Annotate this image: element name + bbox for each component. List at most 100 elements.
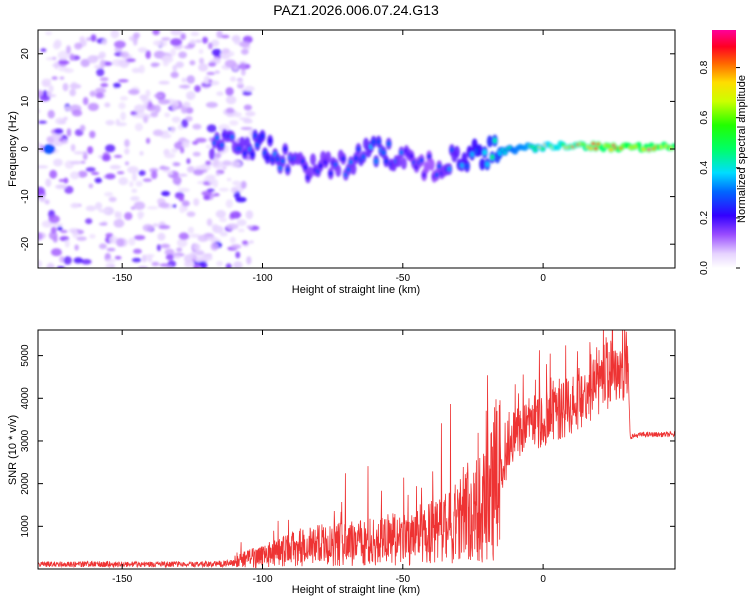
spectrogram-noise-blob bbox=[133, 104, 146, 114]
spectrogram-noise-blob bbox=[105, 144, 116, 153]
spectrogram-noise-blob bbox=[229, 120, 239, 126]
spectrogram-noise-blob bbox=[101, 154, 111, 162]
spectrogram-ridge-core bbox=[374, 158, 379, 165]
spectrogram-noise-blob bbox=[202, 36, 208, 44]
spectrogram-noise-blob bbox=[89, 90, 96, 97]
spectrogram-noise-blob bbox=[167, 170, 174, 175]
spectrogram-noise-blob bbox=[127, 166, 139, 174]
spectrogram-noise-blob bbox=[200, 254, 213, 261]
spectrogram-noise-blob bbox=[178, 51, 188, 59]
spectrogram-noise-blob bbox=[105, 173, 116, 180]
spectrogram-noise-blob bbox=[207, 42, 213, 50]
spectrogram-ridge-halo bbox=[428, 158, 435, 171]
colorbar-tick-label: 0.2 bbox=[699, 211, 710, 225]
spectrogram-noise-blob bbox=[232, 180, 242, 186]
spectrogram-noise-blob bbox=[63, 116, 68, 121]
spectrogram-noise-blob bbox=[165, 254, 175, 261]
spectrogram-noise-blob bbox=[49, 169, 58, 179]
spectrogram-noise-blob bbox=[105, 263, 116, 268]
spectrogram-noise-blob bbox=[225, 199, 233, 209]
spectrogram-edge-blob bbox=[43, 144, 56, 154]
spectrogram-ridge-core bbox=[485, 161, 490, 168]
spectrogram-noise-blob bbox=[215, 172, 221, 176]
spectrogram-noise-blob bbox=[114, 211, 120, 219]
spectrogram-noise-blob bbox=[85, 205, 96, 212]
spectrogram-ridge-halo bbox=[635, 141, 642, 148]
spectrogram-noise-blob bbox=[237, 228, 245, 233]
spectrogram-noise-blob bbox=[187, 226, 195, 234]
spectrogram-ridge-core bbox=[318, 163, 323, 169]
snr-panel: -150 -100 -50 0 1000 2000 3000 4000 5000 Height… bbox=[7, 329, 676, 596]
spectrogram-noise-blob bbox=[70, 82, 79, 90]
spectrogram-noise-blob bbox=[52, 222, 64, 227]
spectrogram-noise-blob bbox=[131, 257, 142, 263]
spectrogram-noise-blob bbox=[198, 57, 205, 65]
spectrogram-noise-blob bbox=[95, 87, 107, 94]
spectrogram-noise-blob bbox=[55, 184, 68, 190]
spectrogram-noise-blob bbox=[64, 185, 74, 194]
spectrogram-noise-blob bbox=[245, 210, 254, 220]
spectrogram-ridge-core bbox=[252, 132, 257, 139]
spectrogram-noise-blob bbox=[192, 123, 202, 130]
spectrogram-noise-blob bbox=[229, 211, 242, 219]
spectrogram-noise-blob bbox=[40, 48, 47, 53]
spectrogram-noise-blob bbox=[231, 35, 241, 43]
spectrogram-ridge-core bbox=[242, 150, 247, 157]
spectrogram-noise-blob bbox=[131, 67, 142, 74]
spectrogram-ridge-core bbox=[419, 157, 424, 163]
spectrogram-noise-blob bbox=[86, 37, 92, 41]
spectrogram-noise-blob bbox=[218, 124, 230, 132]
spectrogram-noise-blob bbox=[143, 115, 149, 124]
spectrogram-noise-blob bbox=[219, 231, 228, 237]
spectrogram-noise-blob bbox=[158, 166, 171, 170]
spectrogram-noise-blob bbox=[181, 77, 187, 83]
spectrogram-noise-blob bbox=[46, 262, 55, 268]
spectrogram-noise-blob bbox=[224, 59, 237, 68]
spectrogram-noise-blob bbox=[206, 188, 215, 192]
spectrogram-noise-blob bbox=[173, 255, 181, 259]
spectrogram-noise-blob bbox=[73, 257, 83, 264]
spectrogram-ridge-core bbox=[328, 170, 333, 177]
spectrogram-noise-blob bbox=[116, 171, 125, 175]
spectrogram-noise-blob bbox=[208, 175, 215, 185]
spectrogram-noise-blob bbox=[178, 187, 190, 193]
spectrogram-ridge-core bbox=[447, 166, 452, 172]
spectrogram-ridge-core bbox=[260, 133, 265, 139]
spectrogram-noise-blob bbox=[180, 33, 186, 40]
spectrogram-noise-blob bbox=[246, 256, 252, 265]
spectrogram-noise-blob bbox=[195, 137, 207, 143]
spectrogram-noise-blob bbox=[192, 151, 201, 157]
spectrogram-noise-blob bbox=[203, 75, 211, 85]
spectrogram-ridge-halo bbox=[325, 151, 332, 164]
spectrogram-noise-blob bbox=[195, 256, 203, 263]
spectrogram-noise-blob bbox=[63, 177, 69, 184]
spectrogram-noise-blob bbox=[82, 96, 89, 106]
spectrogram-noise-blob bbox=[198, 63, 209, 72]
spectrogram-noise-blob bbox=[39, 144, 45, 153]
spectrogram-noise-blob bbox=[179, 205, 186, 214]
spectrogram-noise-blob bbox=[244, 85, 255, 92]
spectrogram-noise-blob bbox=[240, 180, 247, 189]
spectrogram-noise-blob bbox=[208, 62, 217, 67]
spectrogram-noise-blob bbox=[105, 119, 115, 126]
spectrogram-noise-blob bbox=[88, 183, 94, 189]
spectrogram-noise-blob bbox=[54, 117, 66, 125]
spectrogram-noise-blob bbox=[230, 244, 242, 249]
spectrogram-noise-blob bbox=[175, 61, 184, 68]
spectrogram-noise-blob bbox=[117, 79, 129, 83]
spectrogram-noise-blob bbox=[64, 239, 70, 248]
spectrogram-noise-blob bbox=[104, 258, 117, 263]
spectrogram-noise-blob bbox=[99, 77, 109, 82]
spectrogram-noise-blob bbox=[203, 194, 211, 201]
spectrogram-noise-blob bbox=[212, 157, 219, 167]
spectrogram-noise-blob bbox=[170, 30, 183, 36]
spectrogram-noise-blob bbox=[129, 181, 134, 188]
spectrogram-noise-blob bbox=[205, 160, 212, 166]
spectrogram-noise-blob bbox=[178, 173, 188, 177]
spectrogram-noise-blob bbox=[150, 62, 159, 68]
spectrogram-noise-blob bbox=[142, 178, 153, 182]
spectrogram-ridge-halo bbox=[310, 153, 317, 166]
spectrogram-noise-blob bbox=[246, 225, 253, 229]
spectrogram-noise-blob bbox=[190, 31, 200, 36]
